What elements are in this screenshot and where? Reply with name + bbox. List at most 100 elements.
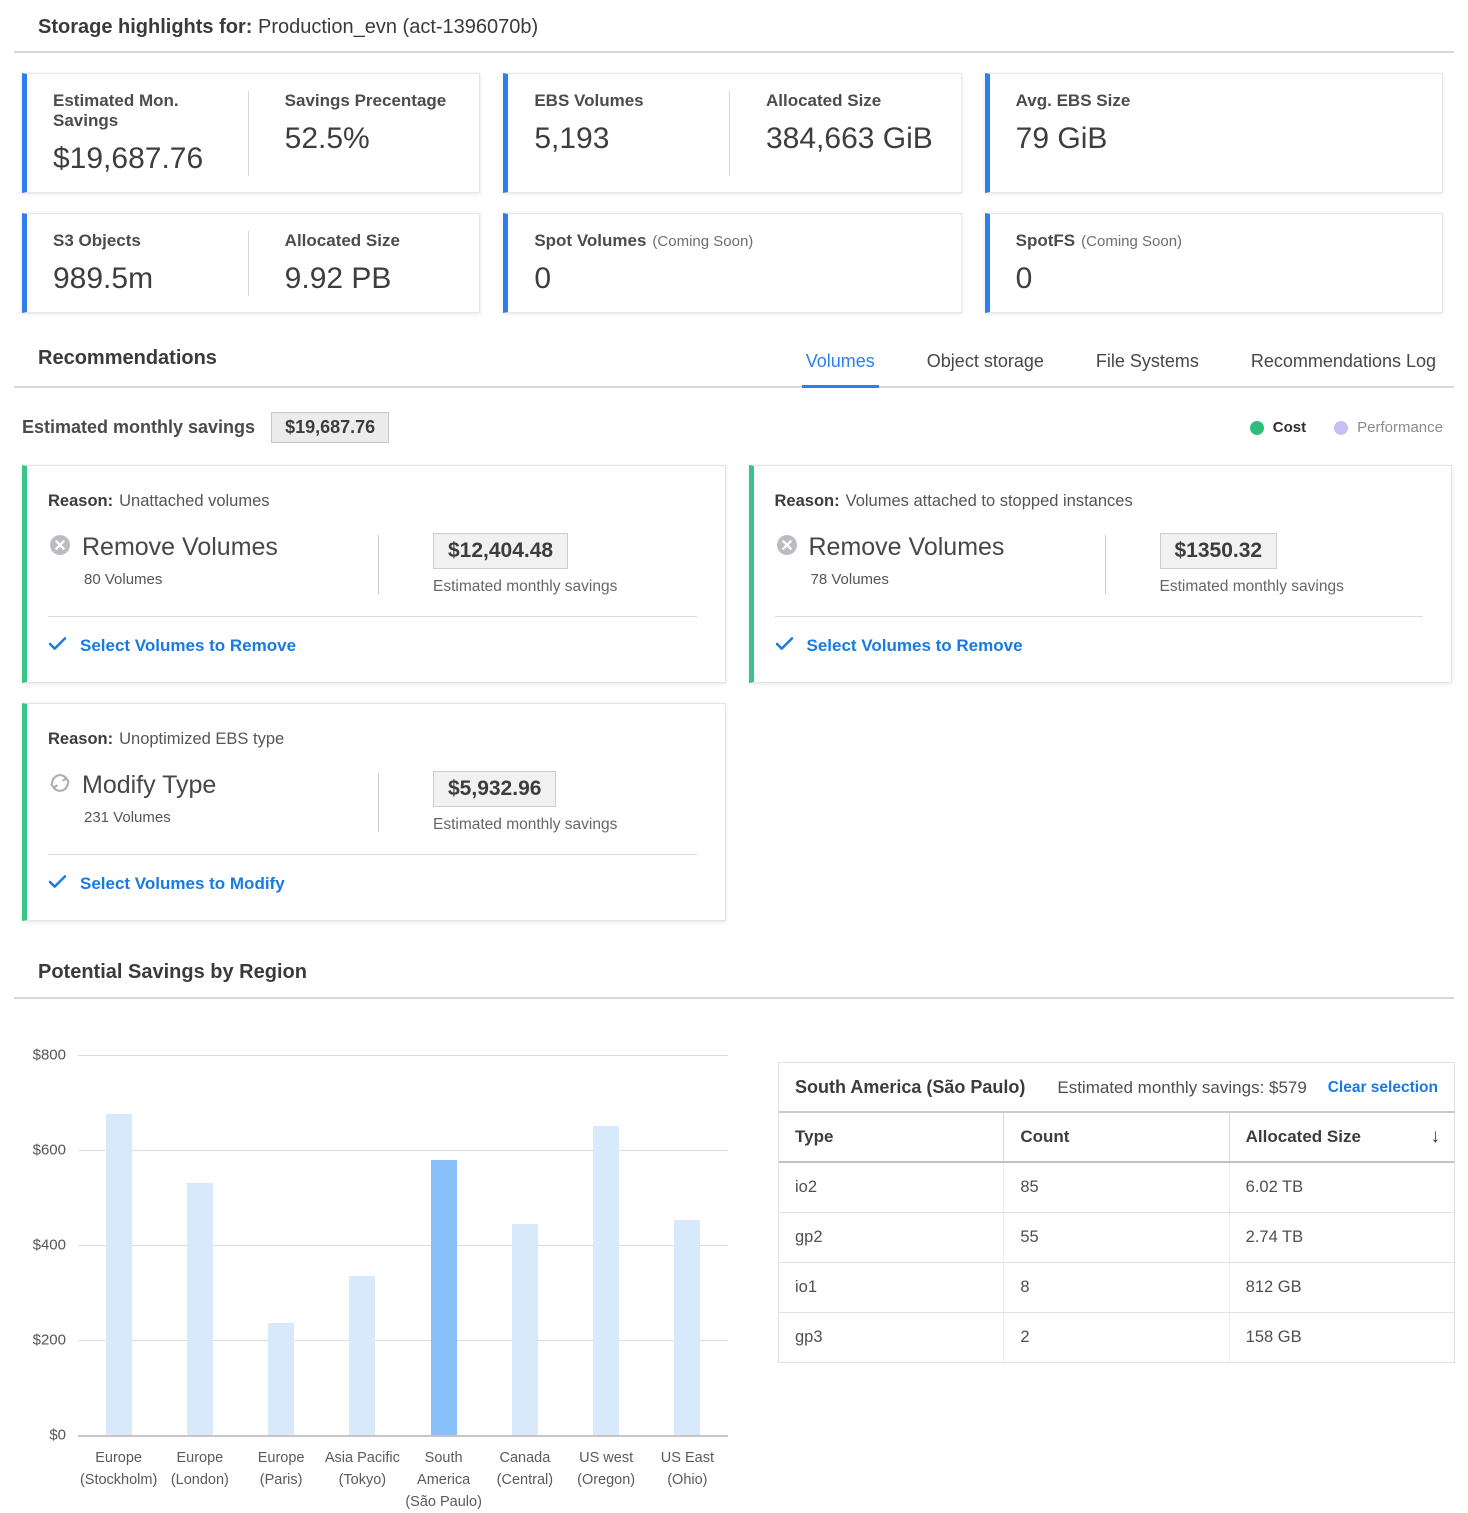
select-volumes-link[interactable]: Select Volumes to Remove: [80, 636, 297, 655]
gridline: [78, 1245, 728, 1246]
select-volumes-action[interactable]: Select Volumes to Modify: [48, 874, 697, 894]
y-axis-tick: $0: [49, 1426, 66, 1444]
tab-object-storage[interactable]: Object storage: [926, 351, 1044, 371]
page-title: Storage highlights for: Production_evn (…: [38, 16, 1468, 39]
table-cell: 2.74 TB: [1228, 1213, 1454, 1262]
stat-value: 52.5%: [284, 122, 370, 155]
table-row: gp2 55 2.74 TB: [779, 1213, 1454, 1263]
reason-label: Reason:: [48, 730, 114, 748]
select-volumes-action[interactable]: Select Volumes to Remove: [775, 636, 1424, 656]
action-row: Remove Volumes 80 Volumes $12,404.48 Estima…: [48, 533, 697, 596]
check-icon: [48, 636, 67, 656]
savings-value-label: Estimated monthly savings: [1159, 578, 1344, 595]
stat-label: S3 Objects: [53, 231, 248, 251]
reason-text: Unoptimized EBS type: [119, 730, 285, 748]
table-column-headers: Type Count Allocated Size ↓: [779, 1113, 1454, 1163]
stat-avg-ebs-size: Avg. EBS Size 79 GiB: [990, 91, 1442, 176]
x-axis-label: Europe (Stockholm): [78, 1447, 159, 1513]
x-label-location: (London): [170, 1472, 229, 1488]
x-label-location: (Stockholm): [79, 1472, 158, 1488]
stat-spot-volumes: Spot Volumes (Coming Soon) 0: [508, 231, 960, 296]
stat-allocated-size: Allocated Size 9.92 PB: [247, 231, 480, 296]
table-cell: io1: [795, 1278, 818, 1296]
bar-south-america-s-o-paulo[interactable]: [430, 1159, 457, 1435]
stat-value: $19,687.76: [53, 142, 204, 175]
action-block: Remove Volumes 78 Volumes: [775, 533, 1105, 596]
x-label-region: US East: [660, 1450, 714, 1466]
bar-europe-paris[interactable]: [268, 1323, 295, 1435]
bar-canada-central[interactable]: [511, 1223, 538, 1435]
y-axis-tick: $800: [32, 1046, 66, 1064]
column-header-count: Count: [1003, 1113, 1228, 1161]
stat-label: Avg. EBS Size: [1016, 91, 1442, 111]
stat-label: SpotFS (Coming Soon): [1016, 231, 1442, 251]
recommendations-header: Recommendations Volumes Object storage Fil…: [14, 347, 1454, 388]
action-name: Modify Type: [82, 771, 217, 799]
select-volumes-link[interactable]: Select Volumes to Remove: [806, 636, 1023, 655]
gridline: [78, 1055, 728, 1056]
select-volumes-link[interactable]: Select Volumes to Modify: [80, 874, 285, 893]
stat-value: 0: [1015, 262, 1033, 295]
action-name: Remove Volumes: [82, 533, 278, 561]
legend-label: Cost: [1272, 419, 1307, 436]
column-header-allocated-size: Allocated Size ↓: [1228, 1113, 1454, 1161]
stat-label: Allocated Size: [766, 91, 961, 111]
highlight-card: EBS Volumes 5,193 Allocated Size 384,663 Gi…: [503, 73, 962, 193]
table-title: South America (São Paulo): [795, 1077, 1026, 1097]
vertical-divider: [1104, 535, 1106, 594]
sort-desc-icon[interactable]: ↓: [1430, 1126, 1440, 1147]
bar-column: [322, 1055, 403, 1435]
stat-value: 9.92 PB: [284, 262, 392, 295]
reason-line: Reason: Volumes attached to stopped insta…: [775, 492, 1424, 511]
recommendation-card: Reason: Unattached volumes Remove Volumes 8…: [22, 465, 726, 683]
bar-asia-pacific-tokyo[interactable]: [349, 1275, 376, 1435]
volume-count: 231 Volumes: [84, 809, 171, 826]
stat-value: 0: [534, 262, 552, 295]
bar-column: [403, 1055, 484, 1435]
savings-value-label: Estimated monthly savings: [433, 816, 618, 833]
table-cell: 812 GB: [1228, 1263, 1454, 1312]
column-header-label: Count: [1020, 1127, 1070, 1146]
x-label-region: Canada: [499, 1450, 551, 1466]
tab-recommendations-log[interactable]: Recommendations Log: [1250, 351, 1436, 371]
clear-selection-button[interactable]: Clear selection: [1327, 1078, 1438, 1096]
x-label-region: Europe: [257, 1450, 305, 1466]
gridline: [78, 1150, 728, 1151]
bar-us-west-oregon[interactable]: [593, 1126, 620, 1435]
cost-dot: [1249, 420, 1264, 435]
savings-value-box: $5,932.96: [433, 771, 557, 807]
action-title: Remove Volumes: [775, 533, 1105, 562]
chart-section-title: Potential Savings by Region: [38, 961, 307, 983]
column-header-type: Type: [779, 1113, 1003, 1161]
bar-column: [241, 1055, 322, 1435]
chart-plot-area: $800 $600 $400 $200 $0: [33, 1047, 728, 1444]
reason-label: Reason:: [48, 492, 114, 510]
stat-s3-objects: S3 Objects 989.5m: [27, 231, 248, 296]
stat-label-text: Estimated Mon. Savings: [53, 91, 179, 130]
tab-file-systems[interactable]: File Systems: [1095, 351, 1199, 371]
action-row: Modify Type 231 Volumes $5,932.96 Estimated…: [48, 771, 697, 834]
select-volumes-action[interactable]: Select Volumes to Remove: [48, 636, 697, 656]
action-name: Remove Volumes: [808, 533, 1005, 561]
table-cell: io2: [795, 1178, 818, 1196]
stat-label-text: Savings Precentage: [284, 91, 447, 110]
recommendation-cards: Reason: Unattached volumes Remove Volumes 8…: [22, 465, 1452, 921]
table-row: io2 85 6.02 TB: [779, 1163, 1454, 1213]
tab-volumes[interactable]: Volumes: [801, 351, 879, 388]
y-axis-tick: $200: [32, 1331, 66, 1349]
stat-label: Estimated Mon. Savings: [53, 91, 248, 131]
table-cell: 158 GB: [1228, 1313, 1454, 1362]
x-label-region: South America: [417, 1450, 471, 1488]
region-bar-chart: $800 $600 $400 $200 $0 Europe (Stockholm) Euro…: [20, 1007, 728, 1513]
volume-count: 78 Volumes: [810, 571, 889, 588]
summary-label: Estimated monthly savings: [22, 417, 256, 437]
bar-europe-london[interactable]: [186, 1183, 213, 1435]
chart-x-axis: Europe (Stockholm) Europe (London) Europe (Pa…: [78, 1447, 728, 1513]
table-cell: 2: [1003, 1313, 1228, 1362]
stat-label: Allocated Size: [285, 231, 480, 251]
highlight-card: Spot Volumes (Coming Soon) 0: [503, 213, 962, 313]
bar-europe-stockholm[interactable]: [105, 1114, 132, 1435]
bar-us-east-ohio[interactable]: [674, 1219, 701, 1435]
x-axis-label: US west (Oregon): [566, 1447, 647, 1513]
